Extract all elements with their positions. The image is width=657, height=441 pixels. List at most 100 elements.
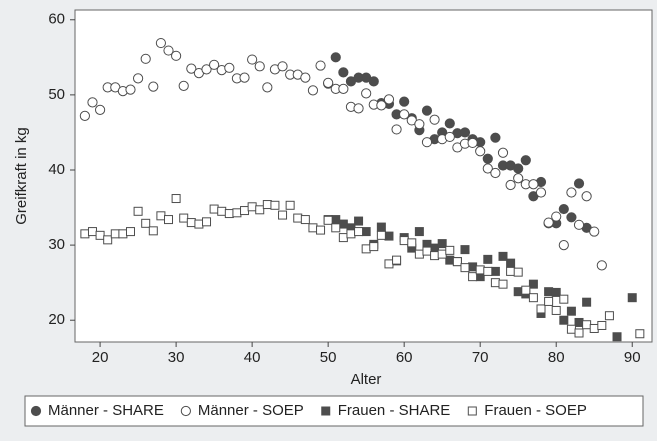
marker <box>513 267 523 277</box>
marker <box>209 59 220 70</box>
marker <box>445 255 455 265</box>
marker <box>490 278 500 288</box>
marker <box>186 218 196 228</box>
legend-marker <box>180 405 191 417</box>
marker <box>482 153 493 164</box>
marker <box>224 62 235 73</box>
marker <box>520 155 531 166</box>
marker <box>338 219 348 229</box>
marker <box>316 225 326 235</box>
marker <box>254 61 265 72</box>
marker <box>148 226 158 236</box>
legend-label: Männer - SOEP <box>198 402 304 419</box>
marker <box>597 320 607 330</box>
marker <box>95 230 105 240</box>
marker <box>346 229 356 239</box>
marker <box>155 37 167 49</box>
marker <box>110 229 120 239</box>
marker <box>178 80 189 91</box>
marker <box>551 287 561 297</box>
marker <box>376 100 387 111</box>
marker <box>277 61 288 72</box>
marker <box>505 179 516 191</box>
marker <box>460 245 470 255</box>
marker <box>604 311 614 321</box>
marker <box>566 187 577 198</box>
marker <box>559 294 569 304</box>
marker <box>506 266 516 276</box>
marker <box>217 206 227 216</box>
marker <box>300 72 311 83</box>
marker <box>475 265 485 275</box>
marker <box>521 285 531 295</box>
marker <box>551 211 562 222</box>
marker <box>506 258 516 268</box>
marker <box>202 217 212 227</box>
marker <box>460 263 470 273</box>
marker <box>528 279 538 289</box>
marker <box>94 104 106 116</box>
marker <box>194 219 204 229</box>
legend-label: Frauen - SHARE <box>338 402 451 419</box>
marker <box>376 230 386 240</box>
marker <box>468 272 478 282</box>
marker <box>407 238 417 248</box>
legend <box>24 395 644 427</box>
marker <box>156 211 166 221</box>
marker <box>331 223 341 233</box>
marker <box>581 191 592 202</box>
y-tick-label: 50 <box>48 86 65 103</box>
marker <box>444 131 455 143</box>
marker <box>490 132 501 143</box>
x-tick-label: 70 <box>472 349 489 366</box>
marker <box>308 223 318 233</box>
marker <box>262 82 273 93</box>
marker <box>376 222 386 232</box>
marker <box>551 305 561 315</box>
legend-label: Frauen - SOEP <box>484 402 587 419</box>
marker <box>354 216 364 226</box>
legend-marker <box>30 405 42 417</box>
marker <box>79 110 90 122</box>
marker <box>148 81 159 92</box>
marker <box>353 103 364 114</box>
marker <box>574 328 584 338</box>
marker <box>573 178 585 189</box>
marker <box>482 163 493 174</box>
marker <box>87 227 97 237</box>
marker <box>635 329 645 339</box>
marker <box>414 249 424 259</box>
marker <box>164 215 174 225</box>
marker <box>270 200 280 210</box>
marker <box>459 127 471 138</box>
marker <box>338 67 349 78</box>
marker <box>437 249 447 259</box>
marker <box>490 266 500 276</box>
marker <box>574 317 584 327</box>
marker <box>186 63 197 74</box>
marker <box>589 323 599 333</box>
marker <box>307 85 319 96</box>
marker <box>141 218 151 228</box>
x-tick-label: 30 <box>168 349 185 366</box>
y-tick-label: 30 <box>48 236 65 253</box>
marker <box>475 146 486 157</box>
marker <box>240 206 250 216</box>
x-tick-label: 40 <box>244 349 261 366</box>
marker <box>612 332 622 342</box>
marker <box>582 297 592 307</box>
legend-label: Männer - SHARE <box>48 402 164 419</box>
marker <box>627 293 637 303</box>
marker <box>544 287 554 297</box>
marker <box>399 109 410 120</box>
marker <box>125 227 135 237</box>
marker <box>383 94 395 105</box>
marker <box>399 236 409 246</box>
x-tick-label: 60 <box>396 349 413 366</box>
marker <box>368 76 379 87</box>
marker <box>589 226 600 237</box>
marker <box>544 296 554 306</box>
marker <box>354 227 364 237</box>
marker <box>201 64 212 75</box>
